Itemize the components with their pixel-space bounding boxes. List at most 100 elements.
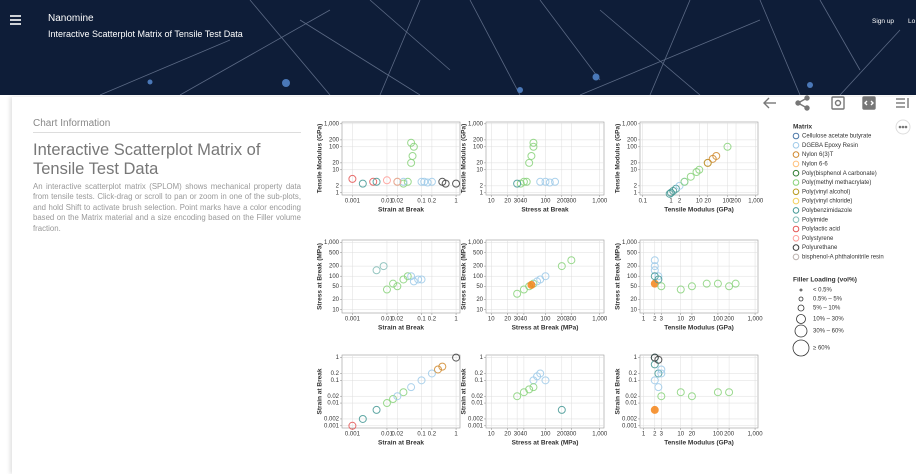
y-tick-label: 10 (630, 307, 637, 313)
plot-frame (640, 122, 758, 195)
y-tick-label: 200 (627, 264, 638, 270)
y-tick-label: 100 (627, 144, 638, 150)
legend-label: Nylon 6-6 (802, 161, 828, 167)
legend-symbol (793, 226, 799, 232)
y-tick-label: 500 (329, 250, 340, 256)
y-tick-label: 100 (329, 274, 340, 280)
menu-button[interactable] (896, 98, 908, 108)
y-tick-label: 200 (329, 137, 340, 143)
y-tick-label: 200 (329, 264, 340, 270)
y-tick-label: 0.002 (622, 417, 638, 423)
x-tick-label: 10 (677, 317, 684, 323)
x-tick-label: 1,000 (592, 317, 608, 323)
y-tick-label: 1,000 (324, 240, 340, 246)
x-tick-label: 300 (566, 199, 577, 205)
x-tick-label: 100 (713, 432, 724, 438)
x-tick-label: 0.2 (428, 199, 437, 205)
y-tick-label: 20 (332, 160, 339, 166)
y-tick-label: 500 (473, 250, 484, 256)
y-tick-label: 0.01 (327, 401, 339, 407)
y-tick-label: 1 (336, 190, 340, 196)
y-tick-label: 50 (630, 284, 637, 290)
x-tick-label: 0.1 (417, 432, 426, 438)
more-button[interactable] (896, 120, 910, 134)
y-tick-label: 0.1 (475, 378, 484, 384)
x-tick-label: 2 (653, 432, 657, 438)
x-tick-label: 300 (566, 317, 577, 323)
legend-symbol (798, 305, 804, 311)
legend-symbol (793, 133, 799, 139)
y-tick-label: 20 (476, 160, 483, 166)
point (651, 406, 658, 413)
x-tick-label: 10 (488, 317, 495, 323)
x-axis-title: Tensile Modulus (GPa) (664, 440, 734, 447)
x-tick-label: 0.02 (392, 317, 404, 323)
legend-symbol (795, 325, 807, 337)
x-tick-label: 3 (660, 432, 664, 438)
y-tick-label: 0.01 (471, 401, 483, 407)
legend-label: Nylon 6(3)T (802, 152, 834, 158)
x-tick-label: 100 (540, 432, 551, 438)
back-button[interactable] (764, 98, 776, 108)
x-tick-label: 1,000 (592, 199, 608, 205)
legend-symbol (799, 297, 803, 301)
legend-title: Filler Loading (vol%) (793, 277, 857, 284)
y-axis-title: Strain at Break (461, 368, 468, 414)
y-tick-label: 500 (627, 250, 638, 256)
x-tick-label: 2 (678, 199, 682, 205)
x-tick-label: 20 (504, 199, 511, 205)
view-button[interactable] (832, 97, 844, 109)
y-axis-title: Stress at Break (MPa) (317, 243, 324, 310)
legend-label: ≥ 60% (813, 346, 831, 352)
legend-symbol (793, 198, 799, 204)
x-tick-label: 0.2 (428, 317, 437, 323)
legend-label: 30% – 60% (813, 329, 844, 335)
legend-symbol (793, 340, 809, 356)
legend-symbol (793, 161, 799, 167)
legend-symbol (793, 170, 799, 176)
y-tick-label: 2 (480, 183, 484, 189)
share-button[interactable] (796, 96, 809, 110)
x-tick-label: 1 (669, 199, 673, 205)
x-tick-label: 3 (660, 317, 664, 323)
legend-symbol (793, 245, 799, 251)
y-tick-label: 0.02 (327, 394, 339, 400)
y-tick-label: 10 (332, 307, 339, 313)
y-tick-label: 2 (634, 183, 638, 189)
legend-label: 5% – 10% (813, 306, 841, 312)
y-tick-label: 200 (627, 137, 638, 143)
x-tick-label: 100 (540, 317, 551, 323)
x-tick-label: 10 (488, 199, 495, 205)
legend-symbol (793, 180, 799, 186)
y-tick-label: 20 (630, 297, 637, 303)
y-axis-title: Stress at Break (MPa) (615, 243, 622, 310)
code-button[interactable] (863, 97, 875, 109)
x-axis-title: Tensile Modulus (GPa) (664, 207, 734, 214)
y-tick-label: 20 (630, 160, 637, 166)
x-tick-label: 10 (488, 432, 495, 438)
legend-label: Poly(vinyl alcohol) (802, 189, 850, 195)
legend-symbol (793, 217, 799, 223)
legend-symbol (793, 254, 799, 260)
x-tick-label: 40 (521, 199, 528, 205)
x-tick-label: 200 (731, 199, 742, 205)
y-tick-label: 0.1 (331, 378, 340, 384)
x-tick-label: 20 (504, 317, 511, 323)
x-tick-label: 1 (642, 317, 646, 323)
legend-symbol (793, 152, 799, 158)
x-tick-label: 20 (704, 199, 711, 205)
y-axis-title: Tensile Modulus (GPa) (461, 124, 468, 194)
legend-label: Poly(vinyl chloride) (802, 199, 852, 205)
legend-symbol (800, 289, 802, 291)
x-tick-label: 20 (504, 432, 511, 438)
legend-label: Polyimide (802, 217, 829, 223)
legend-label: Polybenzimidazole (802, 208, 853, 214)
x-tick-label: 0.1 (417, 317, 426, 323)
y-tick-label: 0.01 (625, 401, 637, 407)
x-tick-label: 1,000 (592, 432, 608, 438)
x-tick-label: 1,000 (748, 199, 764, 205)
x-tick-label: 0.02 (392, 199, 404, 205)
legend-label: Polystyrene (802, 236, 834, 242)
y-tick-label: 1 (634, 190, 638, 196)
legend-label: Polyurethane (802, 245, 838, 251)
